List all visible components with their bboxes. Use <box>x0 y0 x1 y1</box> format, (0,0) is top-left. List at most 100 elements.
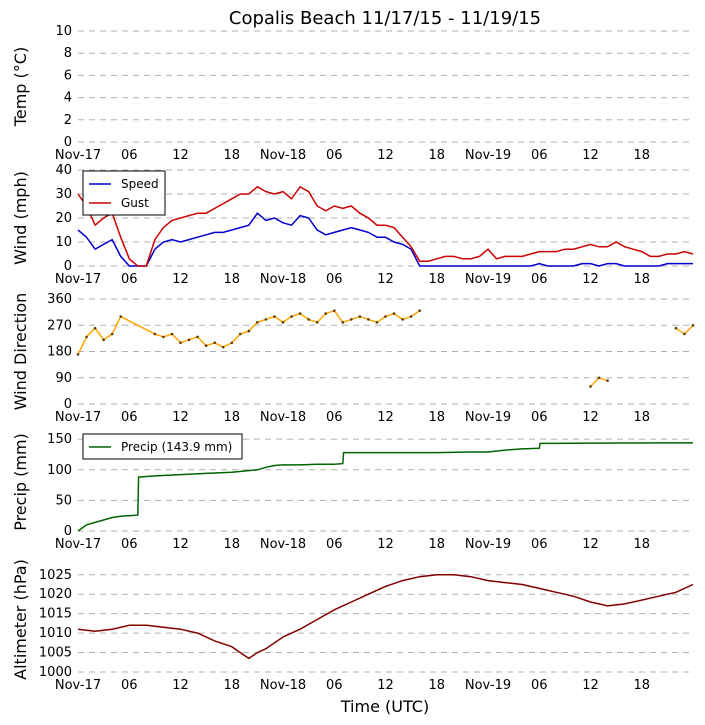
data-point <box>230 341 234 345</box>
panel-wind: 0 10 20 30 40 Wind (mph) Nov-17 06 12 18 Nov-18 06 1… <box>11 163 694 287</box>
x-tick-label: 12 <box>377 410 394 425</box>
x-tick-label: 18 <box>633 148 650 163</box>
y-tick-label: 10 <box>55 235 72 250</box>
x-tick-label: 12 <box>172 678 189 693</box>
data-point <box>418 309 421 312</box>
data-point <box>187 338 191 342</box>
y-axis-label: Wind (mph) <box>11 171 30 265</box>
legend: Speed Gust <box>82 170 166 216</box>
x-tick-label: 06 <box>326 148 343 163</box>
x-tick-label: 12 <box>172 148 189 163</box>
x-axis-label: Time (UTC) <box>340 697 429 716</box>
x-tick-label: 06 <box>531 272 548 287</box>
data-point <box>238 332 242 336</box>
x-tick-label: 06 <box>121 678 138 693</box>
x-tick-label: 12 <box>172 537 189 552</box>
x-tick-label: 18 <box>633 537 650 552</box>
data-point <box>221 345 225 349</box>
data-point <box>153 332 157 336</box>
data-point <box>290 315 293 318</box>
y-tick-label: 270 <box>47 318 72 333</box>
x-tick-label: 06 <box>326 272 343 287</box>
data-point <box>375 321 379 324</box>
data-point <box>110 332 114 336</box>
y-tick-label: 360 <box>47 292 72 307</box>
y-tick-label: 4 <box>64 91 72 106</box>
x-tick-label: 18 <box>223 410 240 425</box>
data-point <box>76 353 80 356</box>
data-point <box>606 379 609 382</box>
y-tick-label: 50 <box>55 493 72 508</box>
series-line-altimeter <box>77 574 694 660</box>
data-point <box>367 318 370 321</box>
x-tick-label: 12 <box>582 537 599 552</box>
y-axis-label: Temp (°C) <box>11 47 30 127</box>
y-tick-label: 2 <box>64 113 72 128</box>
data-point <box>85 335 88 339</box>
data-point <box>674 326 678 330</box>
panel-altimeter: 1000 1005 1010 1015 1020 1025 Altimeter (hPa) N… <box>11 559 694 693</box>
y-tick-label: 1000 <box>39 665 72 680</box>
x-tick-label: 18 <box>633 410 650 425</box>
x-tick-label: Nov-17 <box>55 272 101 287</box>
x-tick-label: 18 <box>428 678 445 693</box>
data-point <box>315 321 319 324</box>
x-tick-label: 06 <box>121 272 138 287</box>
legend: Precip (143.9 mm) <box>82 433 243 460</box>
y-tick-label: 0 <box>64 135 72 150</box>
x-tick-label: 06 <box>326 678 343 693</box>
x-tick-label: 12 <box>377 148 394 163</box>
y-tick-label: 8 <box>64 46 72 61</box>
data-point <box>93 326 97 330</box>
data-point <box>298 312 302 315</box>
data-point <box>273 315 276 318</box>
x-tick-label: 06 <box>326 537 343 552</box>
data-point <box>358 315 362 318</box>
x-tick-label: Nov-17 <box>55 410 101 425</box>
y-tick-label: 40 <box>55 163 72 178</box>
x-tick-label: Nov-19 <box>465 537 511 552</box>
series-line-precip-143-9-mm- <box>77 442 693 532</box>
x-tick-label: Nov-19 <box>465 272 511 287</box>
chart-title: Copalis Beach 11/17/15 - 11/19/15 <box>229 8 541 29</box>
data-point <box>401 318 404 321</box>
data-point <box>170 332 174 336</box>
panel-precipitation: 0 50 100 150 Precip (mm) Nov-17 06 12 18 Nov-18 06… <box>11 432 693 552</box>
x-tick-label: 12 <box>582 678 599 693</box>
data-point <box>409 315 413 318</box>
y-tick-label: 0 <box>64 524 72 539</box>
x-tick-label: 18 <box>223 148 240 163</box>
data-point <box>119 315 123 318</box>
x-tick-label: Nov-19 <box>465 148 511 163</box>
y-axis-label: Precip (mm) <box>11 433 30 531</box>
x-tick-label: 06 <box>531 410 548 425</box>
data-point <box>589 385 592 388</box>
data-point <box>102 338 105 342</box>
x-tick-label: Nov-18 <box>260 272 306 287</box>
data-point <box>247 329 251 333</box>
series-line-speed <box>77 212 693 267</box>
y-tick-label: 20 <box>55 211 72 226</box>
x-tick-label: 18 <box>633 678 650 693</box>
x-tick-label: 12 <box>582 410 599 425</box>
y-tick-label: 1010 <box>39 626 72 641</box>
data-point <box>307 318 310 321</box>
y-tick-label: 10 <box>55 24 72 39</box>
data-point <box>204 344 208 347</box>
data-point <box>341 321 345 324</box>
x-tick-label: 12 <box>377 678 394 693</box>
x-tick-label: 06 <box>531 678 548 693</box>
y-tick-label: 180 <box>47 345 72 360</box>
legend-label: Precip (143.9 mm) <box>121 440 232 454</box>
data-point <box>281 321 285 324</box>
x-tick-label: Nov-17 <box>55 537 101 552</box>
data-point <box>392 312 396 315</box>
y-axis-label: Altimeter (hPa) <box>11 559 30 680</box>
x-tick-label: 12 <box>582 272 599 287</box>
y-tick-label: 1025 <box>39 568 72 583</box>
data-point <box>196 335 199 339</box>
x-tick-label: 12 <box>377 272 394 287</box>
data-point <box>162 335 165 339</box>
y-tick-label: 6 <box>64 68 72 83</box>
